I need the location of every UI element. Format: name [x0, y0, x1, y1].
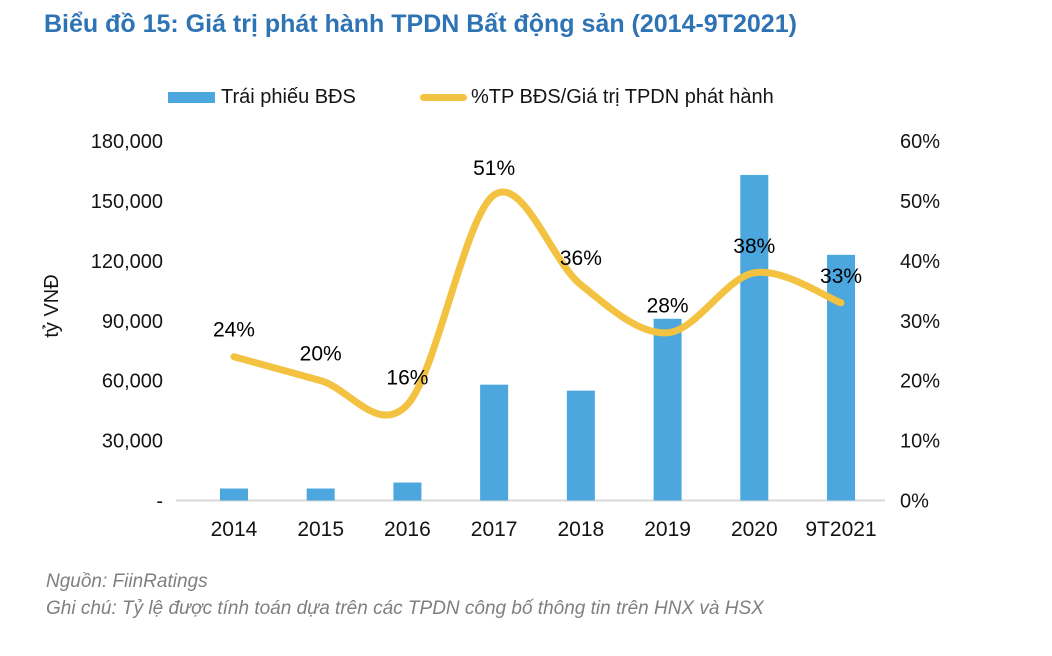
- ratio-line: [230, 188, 845, 419]
- left-axis-tick: 150,000: [91, 191, 163, 213]
- bar-series-swatch: [168, 91, 215, 103]
- line-point-label: 20%: [300, 343, 342, 366]
- right-axis-tick: 60%: [900, 131, 940, 153]
- bar-9T2021: [827, 254, 856, 501]
- left-axis-tick: 120,000: [91, 251, 163, 273]
- x-axis-label: 2016: [384, 518, 431, 541]
- method-note: Ghi chú: Tỷ lệ được tính toán dựa trên c…: [46, 598, 764, 619]
- bar-2018: [566, 390, 595, 501]
- x-axis-label: 2019: [644, 518, 691, 541]
- x-axis-label: 2017: [471, 518, 518, 541]
- legend-label-bonds: Trái phiếu BĐS: [221, 85, 356, 108]
- line-point-label: 24%: [213, 319, 255, 342]
- chart-plot-area: - 30,000 60,000 90,000 120,000 150,000 180,000…: [91, 131, 941, 541]
- x-axis-label: 2014: [211, 518, 258, 541]
- left-axis-tick: 90,000: [102, 311, 163, 333]
- left-axis-tick: -: [156, 491, 163, 513]
- line-series-swatch: [420, 93, 467, 101]
- right-axis-tick: 20%: [900, 371, 940, 393]
- legend-item-bonds: Trái phiếu BĐS: [168, 84, 356, 110]
- bar-2015: [306, 488, 335, 501]
- line-point-label: 36%: [560, 247, 602, 270]
- bar-2017: [480, 384, 509, 501]
- bar-2019: [653, 318, 682, 501]
- right-axis-tick: 40%: [900, 251, 940, 273]
- line-point-label: 33%: [820, 265, 862, 288]
- x-axis-label: 2020: [731, 518, 778, 541]
- line-point-label: 38%: [733, 235, 775, 258]
- bar-2016: [393, 482, 422, 501]
- legend-item-ratio: %TP BĐS/Giá trị TPDN phát hành: [420, 84, 774, 110]
- chart-footnotes: Nguồn: FiinRatings Ghi chú: Tỷ lệ được t…: [46, 568, 764, 622]
- left-axis-tick: 30,000: [102, 431, 163, 453]
- right-axis-tick: 30%: [900, 311, 940, 333]
- line-point-label: 16%: [386, 367, 428, 390]
- line-point-label: 28%: [647, 295, 689, 318]
- source-note: Nguồn: FiinRatings: [46, 571, 208, 592]
- line-point-label: 51%: [473, 157, 515, 180]
- left-axis-tick: 180,000: [91, 131, 163, 153]
- legend-label-ratio: %TP BĐS/Giá trị TPDN phát hành: [471, 85, 774, 108]
- bar-2014: [219, 488, 248, 501]
- right-axis-tick: 0%: [900, 491, 929, 513]
- x-axis-label: 2015: [297, 518, 344, 541]
- x-axis-label: 9T2021: [805, 518, 876, 541]
- right-axis-tick: 10%: [900, 431, 940, 453]
- chart-title: Biểu đồ 15: Giá trị phát hành TPDN Bất đ…: [44, 10, 797, 38]
- left-axis-tick: 60,000: [102, 371, 163, 393]
- right-axis-tick: 50%: [900, 191, 940, 213]
- bar-2020: [740, 174, 769, 501]
- chart-legend: Trái phiếu BĐS %TP BĐS/Giá trị TPDN phát…: [0, 84, 1052, 112]
- x-axis-label: 2018: [558, 518, 605, 541]
